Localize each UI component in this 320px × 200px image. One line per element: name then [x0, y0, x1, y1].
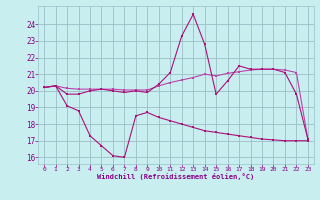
X-axis label: Windchill (Refroidissement éolien,°C): Windchill (Refroidissement éolien,°C): [97, 173, 255, 180]
